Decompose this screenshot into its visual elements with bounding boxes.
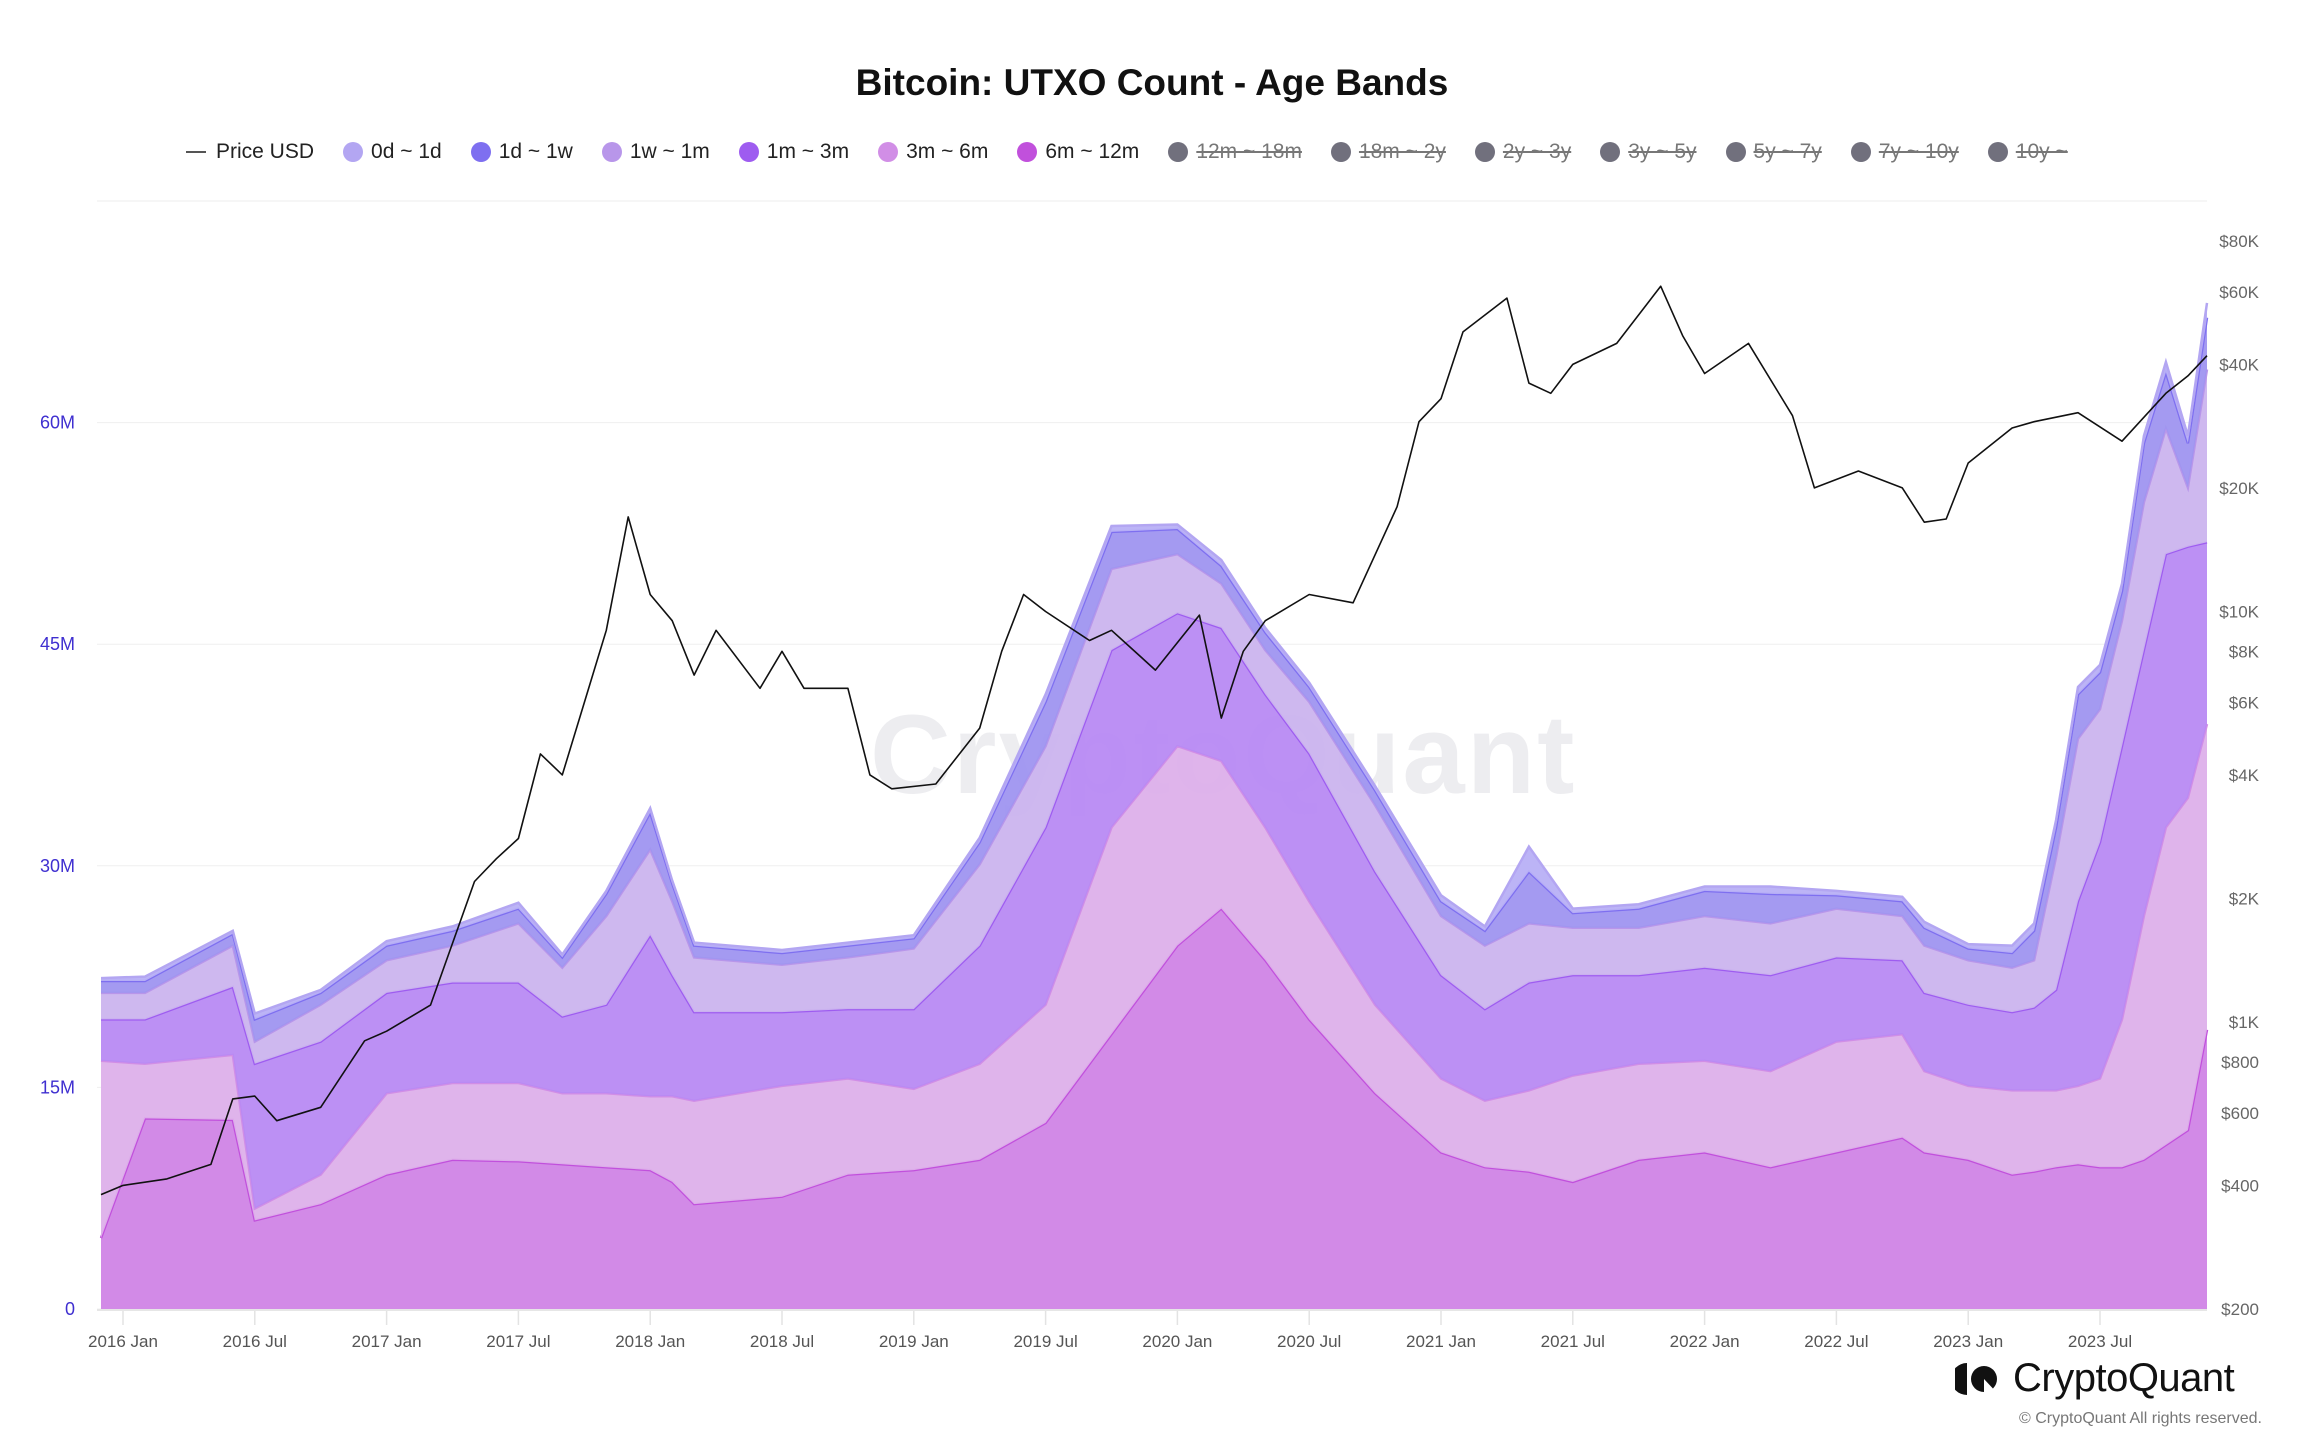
legend-label: 5y ~ 7y [1753, 140, 1822, 163]
x-tick-label: 2021 Jan [1406, 1332, 1476, 1351]
y-left-tick-label: 45M [40, 634, 75, 654]
line-marker-icon [186, 151, 206, 153]
area-0d-1d [101, 302, 2207, 1020]
y-right-tick-label: $600 [2221, 1104, 2259, 1123]
legend-label: 3y ~ 5y [1628, 140, 1697, 163]
price-line-group [100, 285, 2208, 1196]
circle-marker-icon [601, 142, 622, 162]
circle-marker-icon [470, 142, 491, 162]
price-usd-line [100, 285, 2208, 1196]
circle-marker-icon [878, 142, 899, 162]
y-right-tick-label: $80K [2219, 232, 2259, 251]
y-left-tick-label: 0 [65, 1299, 75, 1319]
y-right-tick-label: $6K [2229, 694, 2260, 713]
legend-item[interactable]: 3m ~ 6m [878, 140, 988, 164]
y-right-tick-label: $200 [2221, 1300, 2259, 1319]
x-tick-label: 2016 Jul [223, 1332, 287, 1351]
circle-marker-icon [1474, 142, 1495, 162]
circle-marker-icon [1600, 142, 1621, 162]
y-right-tick-label: $8K [2229, 642, 2260, 661]
legend-item[interactable]: 1m ~ 3m [738, 140, 850, 164]
legend-item[interactable]: 10y ~ [1987, 140, 2068, 164]
cryptoquant-logo-icon [1955, 1362, 1999, 1395]
legend-label: 0d ~ 1d [371, 140, 442, 163]
circle-marker-icon [1987, 142, 2008, 162]
y-right-tick-label: $2K [2229, 889, 2260, 908]
y-right-tick-label: $10K [2219, 603, 2259, 622]
y-left-tick-label: 30M [40, 856, 75, 876]
x-tick-label: 2023 Jul [2068, 1332, 2132, 1351]
area-3m-6m [101, 724, 2207, 1239]
legend-item[interactable]: 5y ~ 7y [1725, 140, 1822, 164]
legend-label: 12m ~ 18m [1196, 140, 1302, 163]
legend-label: 3m ~ 6m [906, 140, 989, 163]
circle-marker-icon [343, 142, 364, 162]
legend-item[interactable]: Price USD [186, 140, 314, 164]
legend-label: 10y ~ [2015, 140, 2068, 163]
axes: 0 15M 30M 45M 60M $200 $400 $600 $800 $1K $2K $4K $6… [40, 232, 2260, 1351]
y-left-tick-label: 15M [40, 1077, 75, 1097]
legend-label: 2y ~ 3y [1502, 140, 1572, 163]
legend-label: 1m ~ 3m [766, 140, 850, 163]
chart-title: Bitcoin: UTXO Count - Age Bands [855, 62, 1449, 103]
y-right-tick-label: $1K [2229, 1013, 2260, 1032]
legend-label: 1d ~ 1w [498, 140, 573, 163]
x-tick-label: 2020 Jul [1277, 1332, 1341, 1351]
legend-item[interactable]: 0d ~ 1d [343, 140, 442, 164]
cryptoquant-logo: CryptoQuant [1955, 1356, 2235, 1401]
x-tick-label: 2019 Jul [1013, 1332, 1077, 1351]
circle-marker-icon [1725, 142, 1746, 162]
legend-item[interactable]: 18m ~ 2y [1330, 140, 1446, 164]
x-tick-label: 2019 Jan [879, 1332, 949, 1351]
area-6m-12m [101, 908, 2207, 1309]
circle-marker-icon [1850, 142, 1871, 162]
legend-item[interactable]: 6m ~ 12m [1017, 140, 1139, 164]
area-1d-1w [101, 317, 2207, 1042]
x-tick-label: 2022 Jul [1804, 1332, 1868, 1351]
x-tick-label: 2021 Jul [1541, 1332, 1605, 1351]
area-1m-3m [101, 542, 2207, 1209]
x-tick-label: 2020 Jan [1142, 1332, 1212, 1351]
legend-label: 7y ~ 10y [1878, 140, 1959, 163]
x-tick-label: 2016 Jan [88, 1332, 158, 1351]
circle-marker-icon [738, 142, 759, 162]
legend-label: Price USD [216, 140, 315, 163]
legend-item[interactable]: 1d ~ 1w [470, 140, 573, 164]
x-tick-label: 2018 Jan [615, 1332, 685, 1351]
x-tick-label: 2022 Jan [1670, 1332, 1740, 1351]
legend-label: 6m ~ 12m [1045, 140, 1140, 163]
copyright: © CryptoQuant All rights reserved. [2019, 1410, 2262, 1427]
x-tick-label: 2017 Jul [486, 1332, 550, 1351]
area-line-0d-1d [100, 302, 2209, 1016]
x-tick-label: 2023 Jan [1933, 1332, 2003, 1351]
x-tick-label: 2017 Jan [352, 1332, 422, 1351]
y-right-tick-label: $800 [2221, 1053, 2259, 1072]
circle-marker-icon [1017, 142, 1038, 162]
logo-text: CryptoQuant [2013, 1356, 2235, 1400]
legend: Price USD 0d ~ 1d 1d ~ 1w 1w ~ 1m 1m ~ 3m 3m … [186, 140, 2097, 164]
area-1w-1m [101, 369, 2207, 1064]
legend-label: 18m ~ 2y [1358, 140, 1446, 163]
legend-item[interactable]: 12m ~ 18m [1168, 140, 1302, 164]
y-right-tick-label: $40K [2219, 355, 2259, 374]
circle-marker-icon [1330, 142, 1351, 162]
legend-item[interactable]: 2y ~ 3y [1474, 140, 1572, 164]
y-right-tick-label: $20K [2219, 479, 2259, 498]
y-right-tick-label: $400 [2221, 1176, 2259, 1195]
y-left-tick-label: 60M [40, 413, 75, 433]
stacked-areas [99, 302, 2209, 1309]
legend-item[interactable]: 3y ~ 5y [1600, 140, 1697, 164]
circle-marker-icon [1168, 142, 1189, 162]
y-right-tick-label: $4K [2229, 766, 2260, 785]
legend-item[interactable]: 7y ~ 10y [1850, 140, 1959, 164]
y-right-tick-label: $60K [2219, 283, 2259, 302]
legend-item[interactable]: 1w ~ 1m [601, 140, 710, 164]
x-tick-label: 2018 Jul [750, 1332, 814, 1351]
legend-label: 1w ~ 1m [629, 140, 710, 163]
